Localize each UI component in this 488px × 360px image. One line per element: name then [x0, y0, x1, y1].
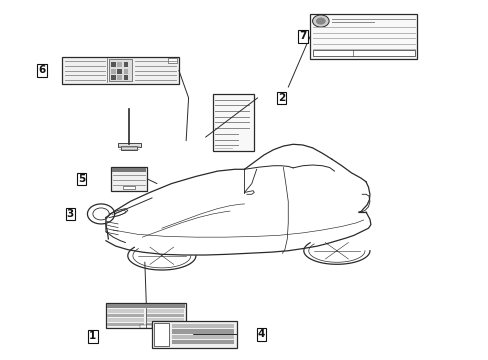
Bar	[111, 167, 147, 191]
Bar	[171, 324, 234, 328]
Bar	[107, 314, 143, 317]
Bar	[154, 323, 168, 346]
Bar	[171, 340, 234, 344]
Bar	[111, 75, 116, 80]
Bar	[171, 329, 234, 334]
Bar	[312, 50, 414, 57]
Bar	[309, 14, 416, 59]
Bar	[168, 58, 177, 63]
Bar	[140, 325, 152, 328]
Bar	[117, 75, 122, 80]
Text: 4: 4	[257, 329, 264, 339]
Bar	[109, 59, 132, 81]
Text: 6: 6	[38, 65, 45, 75]
Text: 7: 7	[299, 31, 306, 41]
Bar	[123, 63, 128, 67]
Bar	[123, 69, 128, 73]
Text: 2: 2	[277, 93, 285, 103]
Bar	[117, 63, 122, 67]
Bar	[117, 69, 122, 73]
Bar	[107, 309, 143, 312]
Bar	[62, 57, 179, 84]
Bar	[112, 168, 146, 172]
Bar	[106, 303, 186, 328]
Bar	[171, 335, 234, 339]
Bar	[147, 323, 183, 327]
Circle shape	[312, 15, 328, 27]
Bar	[147, 314, 183, 317]
Circle shape	[93, 208, 109, 220]
Bar	[107, 323, 143, 327]
Bar	[107, 304, 185, 307]
Circle shape	[87, 204, 115, 224]
Text: 3: 3	[67, 209, 74, 219]
Bar	[121, 147, 137, 150]
Text: 5: 5	[78, 174, 85, 184]
Bar	[123, 75, 128, 80]
Bar	[147, 318, 183, 322]
Bar	[111, 69, 116, 73]
Bar	[212, 94, 254, 152]
Text: 1: 1	[89, 332, 96, 342]
Circle shape	[315, 18, 325, 24]
Bar	[117, 143, 141, 147]
Bar	[147, 309, 183, 312]
Bar	[107, 318, 143, 322]
Bar	[122, 186, 135, 189]
Bar	[152, 321, 237, 348]
Bar	[111, 63, 116, 67]
